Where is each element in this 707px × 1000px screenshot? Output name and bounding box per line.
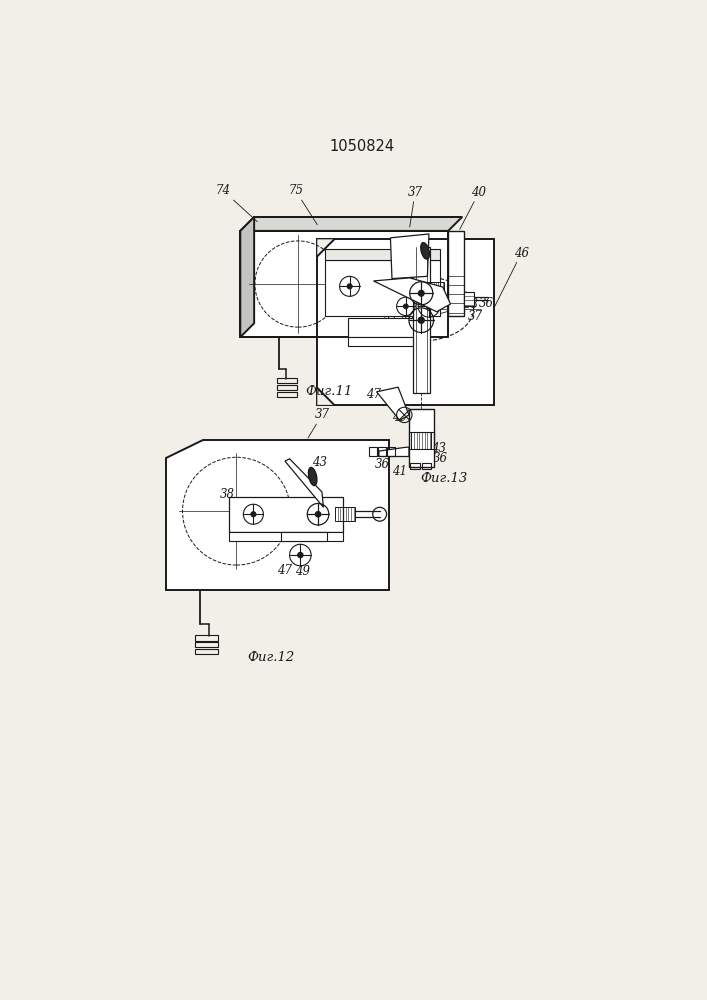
Bar (277, 385, 296, 390)
Polygon shape (373, 278, 450, 312)
Polygon shape (285, 459, 324, 507)
Circle shape (404, 304, 408, 309)
Bar (409, 409, 433, 466)
Bar (411, 432, 431, 449)
Text: 37: 37 (407, 186, 423, 227)
Bar (411, 463, 420, 469)
Text: 49: 49 (392, 411, 407, 424)
Polygon shape (390, 234, 429, 279)
Bar (195, 635, 218, 641)
Circle shape (347, 284, 352, 289)
Text: 36: 36 (433, 452, 448, 465)
Text: 75: 75 (288, 184, 317, 225)
Ellipse shape (308, 467, 317, 486)
Bar (317, 239, 494, 405)
Bar (277, 378, 296, 383)
Bar (378, 447, 386, 456)
Ellipse shape (421, 243, 429, 259)
Text: Фиг.13: Фиг.13 (421, 472, 468, 485)
Text: 43: 43 (312, 456, 327, 469)
Polygon shape (379, 447, 409, 456)
Circle shape (418, 317, 424, 323)
Text: 38: 38 (356, 257, 371, 270)
Circle shape (426, 304, 432, 309)
Text: 47: 47 (277, 564, 293, 577)
Polygon shape (317, 239, 334, 256)
Text: 36: 36 (375, 458, 390, 471)
Bar (325, 260, 440, 316)
Text: 36: 36 (479, 297, 494, 310)
Text: 49: 49 (295, 565, 310, 578)
Circle shape (315, 512, 321, 517)
Bar (335, 507, 355, 521)
Bar (195, 649, 218, 654)
Bar (277, 392, 296, 397)
Bar (464, 292, 474, 306)
Bar (229, 497, 343, 532)
Circle shape (251, 512, 256, 517)
Text: 74: 74 (216, 184, 257, 222)
Text: 38: 38 (431, 298, 479, 316)
Text: 41: 41 (392, 465, 407, 478)
Bar (387, 447, 395, 456)
Bar (325, 249, 440, 260)
Text: 43: 43 (430, 288, 445, 301)
Bar (448, 231, 464, 316)
Text: 1050824: 1050824 (329, 139, 395, 154)
Text: 38: 38 (220, 488, 235, 501)
Polygon shape (317, 388, 334, 405)
Bar (413, 247, 430, 393)
Text: 47: 47 (366, 388, 381, 401)
Text: 47: 47 (383, 311, 398, 324)
Bar (348, 318, 414, 337)
Bar (426, 282, 443, 294)
Text: 37: 37 (308, 408, 329, 438)
Text: 40: 40 (460, 186, 486, 229)
Bar (195, 642, 218, 647)
Polygon shape (377, 387, 409, 420)
Polygon shape (240, 231, 448, 337)
Text: 43: 43 (431, 442, 445, 455)
Polygon shape (165, 440, 389, 590)
Bar (422, 463, 431, 469)
Text: Фиг.11: Фиг.11 (305, 385, 353, 398)
Bar (409, 432, 433, 449)
Text: 46: 46 (494, 247, 529, 307)
Bar (281, 532, 327, 541)
Bar (229, 532, 343, 541)
Bar (369, 447, 377, 456)
Bar (348, 337, 414, 346)
Text: 49: 49 (400, 312, 415, 325)
Polygon shape (240, 217, 462, 231)
Circle shape (419, 290, 424, 296)
Circle shape (298, 552, 303, 558)
Text: 37: 37 (444, 302, 483, 323)
Text: Фиг.12: Фиг.12 (247, 651, 295, 664)
Polygon shape (240, 217, 254, 337)
